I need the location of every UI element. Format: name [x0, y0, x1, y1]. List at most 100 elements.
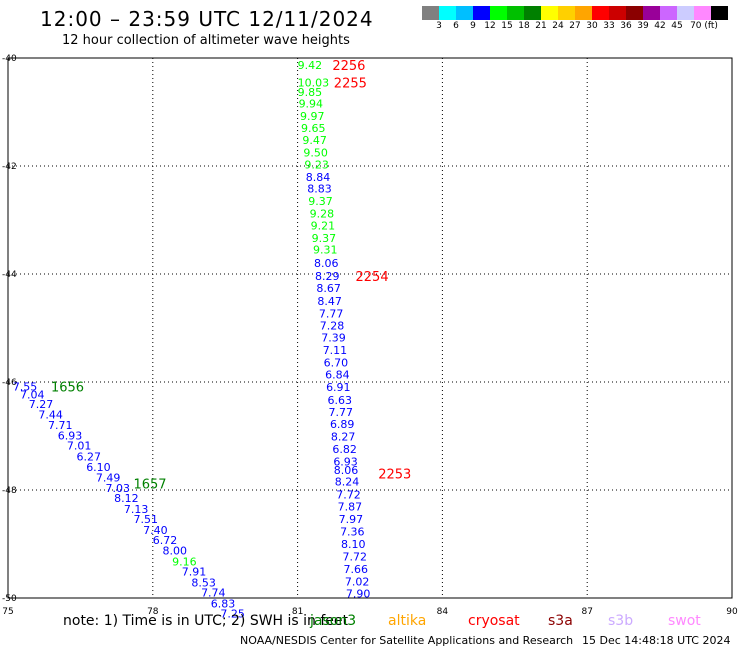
swh-value-jason3: 6.27	[77, 451, 102, 464]
swh-value-cryosat: 6.63	[328, 394, 353, 407]
legend-label-12: 39	[637, 21, 649, 31]
x-tick-label: 75	[2, 607, 13, 617]
swh-value-cryosat: 9.50	[303, 147, 328, 160]
legend-label-14: 45	[671, 21, 683, 31]
swh-value-cryosat: 9.31	[313, 244, 338, 257]
swh-value-jason3: 6.72	[153, 534, 178, 547]
legend-label-11: 36	[620, 21, 632, 31]
swh-value-cryosat: 9.42	[298, 59, 323, 72]
legend-swatch-5	[507, 6, 524, 20]
swh-value-cryosat: 7.02	[345, 575, 370, 588]
swh-value-jason3: 7.13	[124, 503, 149, 516]
legend-label-9: 30	[586, 21, 598, 31]
color-scale-labels: 3 6 9 12 15 18 21 24 27 30 33 36 39 42 45 70 (ft)	[422, 20, 740, 32]
swh-value-cryosat: 8.27	[331, 431, 356, 444]
swh-value-jason3: 6.93	[58, 429, 83, 442]
swh-value-cryosat: 7.39	[321, 332, 346, 345]
legend-swatch-7	[541, 6, 558, 20]
legend-label-5: 18	[518, 21, 530, 31]
time-label: 1656	[51, 380, 84, 395]
legend-label-1: 6	[453, 21, 459, 31]
legend-label-6: 21	[535, 21, 547, 31]
legend-label-15: 70 (ft)	[690, 21, 718, 31]
swh-value-cryosat: 9.94	[299, 97, 324, 110]
legend-swatch-9	[575, 6, 592, 20]
swh-value-cryosat: 8.83	[307, 183, 332, 196]
y-tick-label: -48	[2, 486, 17, 496]
credit-text: NOAA/NESDIS Center for Satellite Applica…	[240, 634, 574, 647]
swh-value-cryosat: 7.72	[336, 488, 361, 501]
swh-value-cryosat: 9.47	[302, 134, 327, 147]
chart-subtitle: 12 hour collection of altimeter wave hei…	[62, 33, 350, 48]
x-tick-label: 81	[292, 607, 303, 617]
satellite-s3a: s3a	[548, 613, 573, 629]
legend-label-8: 27	[569, 21, 581, 31]
time-label: 1657	[133, 478, 166, 493]
color-scale-legend: 3 6 9 12 15 18 21 24 27 30 33 36 39 42 45 70 (ft)	[422, 6, 740, 32]
legend-label-13: 42	[654, 21, 666, 31]
swh-value-cryosat: 7.11	[323, 344, 348, 357]
legend-swatch-1	[439, 6, 456, 20]
swh-value-cryosat: 8.06	[334, 464, 359, 477]
legend-swatch-11	[609, 6, 626, 20]
chart-title: 12:00 – 23:59 UTC 12/11/2024	[40, 7, 374, 31]
swh-value-jason3: 7.44	[38, 408, 63, 421]
x-tick-label: 90	[726, 607, 738, 617]
swh-value-jason3: 7.71	[48, 419, 73, 432]
color-scale-swatches	[422, 6, 740, 20]
swh-value-cryosat: 6.91	[326, 381, 351, 394]
satellite-jason3: jason3	[310, 613, 357, 629]
time-label: 2256	[332, 59, 365, 74]
swh-value-cryosat: 8.24	[335, 475, 360, 488]
swh-value-jason3: 7.03	[105, 482, 129, 495]
x-tick-label: 84	[437, 607, 449, 617]
satellite-cryosat: cryosat	[468, 613, 520, 629]
generated-timestamp: 15 Dec 14:48:18 UTC 2024	[582, 634, 731, 647]
swh-value-jason3: 9.16	[172, 555, 197, 568]
swh-value-cryosat: 6.70	[324, 357, 349, 370]
legend-label-3: 12	[484, 21, 496, 31]
plot-frame	[7, 57, 733, 599]
legend-swatch-15	[677, 6, 694, 20]
swh-value-jason3: 7.40	[143, 524, 168, 537]
swh-value-cryosat: 9.85	[298, 86, 323, 99]
satellite-s3b: s3b	[608, 613, 634, 629]
y-tick-label: -40	[2, 54, 17, 64]
swh-value-cryosat: 9.23	[304, 158, 329, 171]
legend-swatch-8	[558, 6, 575, 20]
swh-value-cryosat: 9.97	[300, 110, 325, 123]
swh-value-jason3: 7.27	[29, 398, 54, 411]
legend-label-7: 24	[552, 21, 564, 31]
swh-value-jason3: 7.91	[182, 566, 207, 579]
swh-value-cryosat: 6.93	[333, 455, 358, 468]
swh-value-cryosat: 8.84	[306, 171, 331, 184]
legend-swatch-17	[711, 6, 728, 20]
swh-value-cryosat: 10.03	[298, 76, 330, 89]
swh-value-cryosat: 6.89	[330, 418, 355, 431]
swh-value-cryosat: 7.77	[319, 307, 344, 320]
swh-value-jason3: 8.53	[191, 576, 216, 589]
x-tick-label: 87	[581, 607, 592, 617]
y-tick-label: -50	[2, 594, 17, 604]
swh-value-cryosat: 7.87	[338, 501, 363, 514]
legend-swatch-0	[422, 6, 439, 20]
swh-value-jason3: 7.51	[133, 513, 158, 526]
swh-value-jason3: 6.83	[211, 597, 236, 610]
swh-value-jason3: 7.01	[67, 440, 92, 453]
swh-value-cryosat: 9.21	[311, 219, 336, 232]
swh-value-cryosat: 8.06	[314, 257, 339, 270]
swh-value-jason3: 7.04	[20, 388, 45, 401]
swh-value-jason3: 8.00	[162, 544, 187, 557]
swh-value-cryosat: 8.67	[316, 282, 341, 295]
time-label: 2254	[356, 270, 389, 285]
swh-value-cryosat: 7.90	[346, 588, 371, 601]
swh-value-cryosat: 9.37	[312, 232, 337, 245]
swh-value-cryosat: 7.28	[320, 319, 345, 332]
y-tick-label: -44	[2, 270, 17, 280]
legend-swatch-6	[524, 6, 541, 20]
legend-label-2: 9	[470, 21, 476, 31]
swh-value-jason3: 7.49	[96, 472, 121, 485]
y-tick-label: -46	[2, 378, 17, 388]
swh-value-cryosat: 9.37	[308, 195, 333, 208]
swh-value-cryosat: 6.84	[325, 368, 350, 381]
